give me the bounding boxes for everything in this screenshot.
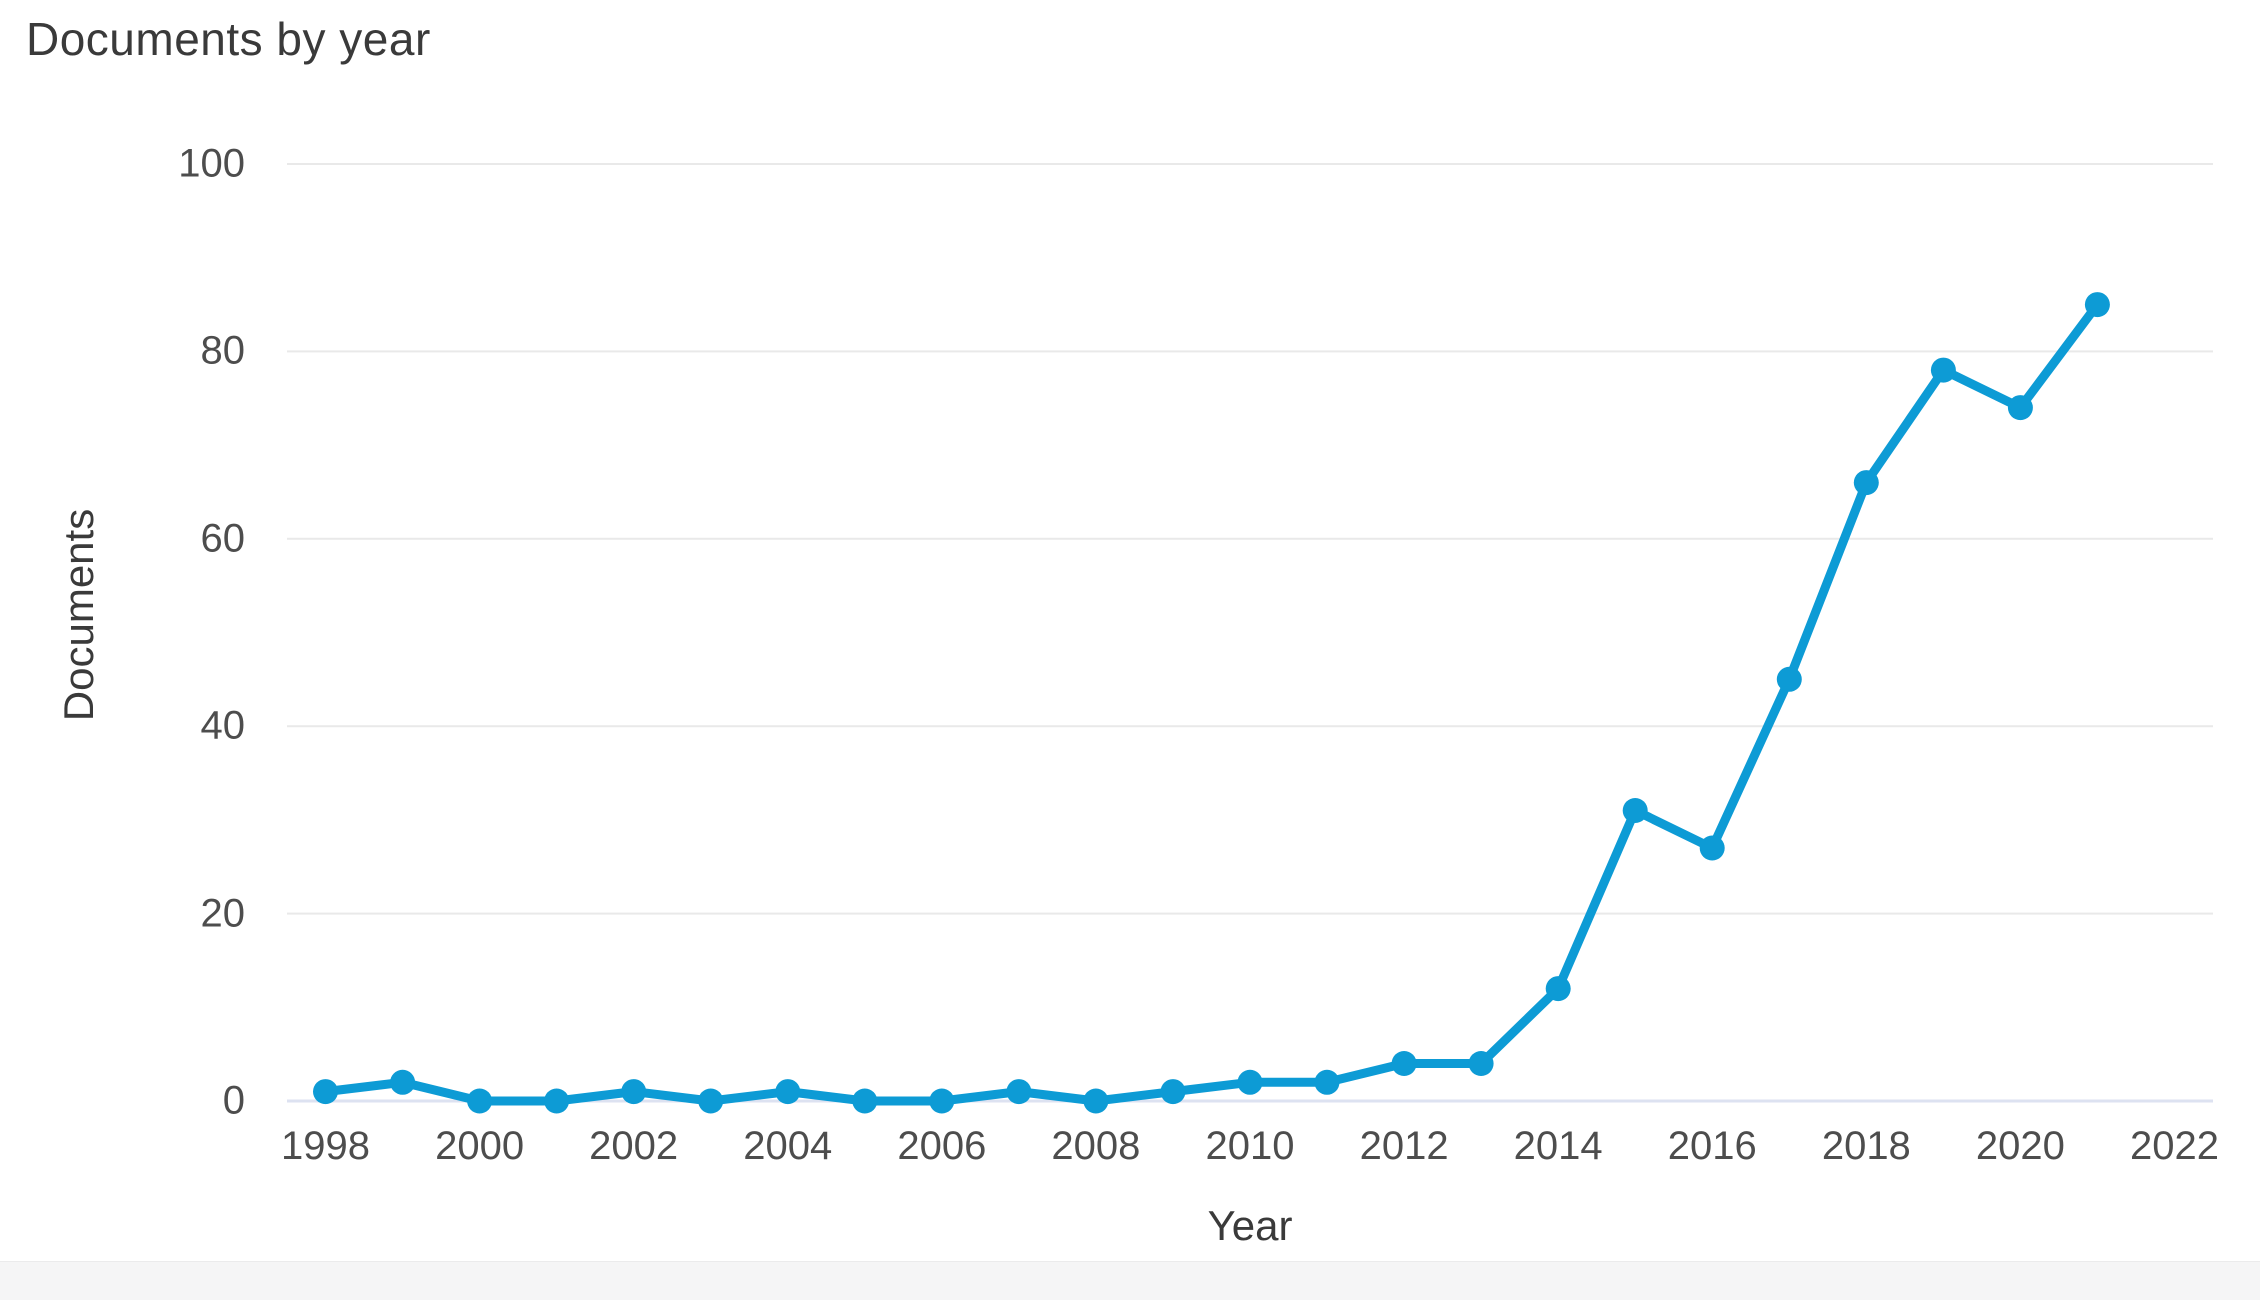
- x-tick-label: 2000: [435, 1124, 525, 1168]
- documents-series-line: [321, 300, 2102, 1106]
- x-tick-label: 2010: [1205, 1124, 1295, 1168]
- y-tick-label: 100: [178, 141, 245, 186]
- data-point[interactable]: [852, 1088, 878, 1114]
- data-point[interactable]: [1853, 470, 1879, 496]
- y-tick-label: 20: [200, 891, 246, 936]
- data-point[interactable]: [1006, 1079, 1032, 1105]
- y-tick-label: 80: [200, 328, 246, 373]
- x-tick-label: 2012: [1359, 1124, 1449, 1168]
- data-point[interactable]: [775, 1079, 801, 1105]
- y-tick-label: 60: [200, 516, 246, 561]
- y-tick-label: 0: [222, 1078, 245, 1123]
- y-tick-label: 40: [200, 703, 246, 748]
- data-point[interactable]: [2084, 292, 2110, 318]
- data-point[interactable]: [1468, 1051, 1494, 1076]
- data-point[interactable]: [544, 1088, 570, 1114]
- data-point[interactable]: [1776, 666, 1802, 692]
- gridlines: [287, 163, 2213, 1103]
- data-point[interactable]: [1160, 1079, 1186, 1105]
- footer-divider-band: [0, 1261, 2260, 1300]
- x-tick-label: 2016: [1667, 1124, 1757, 1168]
- x-tick-label: 2020: [1975, 1124, 2065, 1168]
- x-tick-label: 2008: [1051, 1124, 1141, 1168]
- data-point[interactable]: [390, 1069, 416, 1095]
- data-point[interactable]: [1930, 357, 1956, 383]
- data-point[interactable]: [698, 1088, 724, 1114]
- x-axis-label: Year: [1207, 1202, 1293, 1249]
- data-point[interactable]: [1314, 1069, 1340, 1095]
- x-tick-label: 2006: [897, 1124, 987, 1168]
- data-point[interactable]: [1391, 1051, 1417, 1076]
- documents-series-markers: [313, 292, 2110, 1114]
- data-point[interactable]: [621, 1079, 647, 1105]
- x-tick-label: 2018: [1821, 1124, 1911, 1168]
- data-point[interactable]: [1237, 1069, 1263, 1095]
- data-point[interactable]: [1699, 835, 1725, 861]
- data-point[interactable]: [2007, 395, 2033, 421]
- x-tick-label: 2004: [743, 1124, 833, 1168]
- x-tick-label: 2014: [1513, 1124, 1603, 1168]
- x-tick-label: 2002: [589, 1124, 679, 1168]
- x-tick-label: 2022: [2129, 1124, 2219, 1168]
- series-line: [321, 300, 2102, 1106]
- x-tick-label: 1998: [281, 1124, 371, 1168]
- data-point[interactable]: [467, 1088, 493, 1114]
- data-point[interactable]: [1083, 1088, 1109, 1114]
- data-point[interactable]: [1545, 976, 1571, 1002]
- data-point[interactable]: [929, 1088, 955, 1114]
- data-point[interactable]: [1622, 798, 1648, 823]
- chart-title: Documents by year: [26, 13, 431, 65]
- data-point[interactable]: [313, 1079, 338, 1105]
